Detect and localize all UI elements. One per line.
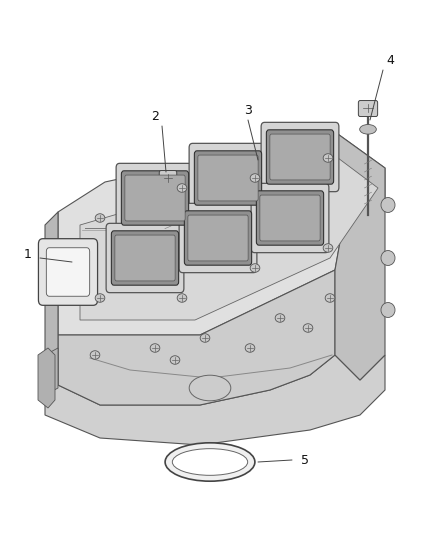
FancyBboxPatch shape — [270, 134, 330, 180]
Ellipse shape — [275, 314, 285, 322]
Text: 1: 1 — [24, 248, 32, 262]
FancyBboxPatch shape — [188, 215, 248, 261]
Polygon shape — [58, 132, 385, 335]
FancyBboxPatch shape — [39, 239, 98, 305]
Ellipse shape — [245, 344, 255, 352]
Text: 5: 5 — [301, 454, 309, 466]
Polygon shape — [80, 152, 378, 320]
Ellipse shape — [177, 294, 187, 302]
Ellipse shape — [95, 294, 105, 302]
FancyBboxPatch shape — [46, 248, 90, 296]
Polygon shape — [335, 132, 385, 380]
FancyBboxPatch shape — [159, 171, 177, 185]
FancyBboxPatch shape — [116, 163, 194, 233]
Ellipse shape — [250, 174, 260, 182]
Ellipse shape — [381, 198, 395, 213]
Ellipse shape — [150, 344, 160, 352]
FancyBboxPatch shape — [261, 123, 339, 192]
Ellipse shape — [95, 214, 105, 222]
Ellipse shape — [381, 303, 395, 318]
FancyBboxPatch shape — [189, 143, 267, 213]
Text: 4: 4 — [386, 53, 394, 67]
FancyBboxPatch shape — [125, 175, 185, 221]
Ellipse shape — [381, 251, 395, 265]
FancyBboxPatch shape — [260, 195, 320, 241]
FancyBboxPatch shape — [251, 183, 329, 253]
Ellipse shape — [360, 125, 376, 134]
Ellipse shape — [170, 356, 180, 364]
Ellipse shape — [323, 244, 333, 252]
Text: 2: 2 — [151, 109, 159, 123]
Ellipse shape — [189, 375, 231, 401]
FancyBboxPatch shape — [184, 211, 251, 265]
FancyBboxPatch shape — [121, 171, 189, 225]
Polygon shape — [38, 348, 55, 408]
FancyBboxPatch shape — [194, 151, 261, 205]
Polygon shape — [45, 212, 58, 395]
Ellipse shape — [177, 184, 187, 192]
Polygon shape — [45, 355, 385, 445]
Ellipse shape — [200, 334, 210, 342]
Polygon shape — [58, 270, 335, 405]
Ellipse shape — [165, 443, 255, 481]
FancyBboxPatch shape — [111, 231, 179, 285]
Ellipse shape — [303, 324, 313, 332]
Ellipse shape — [323, 154, 333, 162]
FancyBboxPatch shape — [106, 223, 184, 293]
FancyBboxPatch shape — [256, 191, 324, 245]
FancyBboxPatch shape — [179, 204, 257, 273]
Ellipse shape — [172, 449, 247, 475]
Ellipse shape — [325, 294, 335, 302]
Polygon shape — [45, 348, 58, 395]
Ellipse shape — [250, 264, 260, 272]
FancyBboxPatch shape — [266, 130, 334, 184]
Text: 3: 3 — [244, 103, 252, 117]
FancyBboxPatch shape — [358, 101, 378, 117]
Ellipse shape — [162, 205, 174, 213]
FancyBboxPatch shape — [115, 235, 175, 281]
FancyBboxPatch shape — [198, 155, 258, 201]
Ellipse shape — [90, 351, 100, 359]
